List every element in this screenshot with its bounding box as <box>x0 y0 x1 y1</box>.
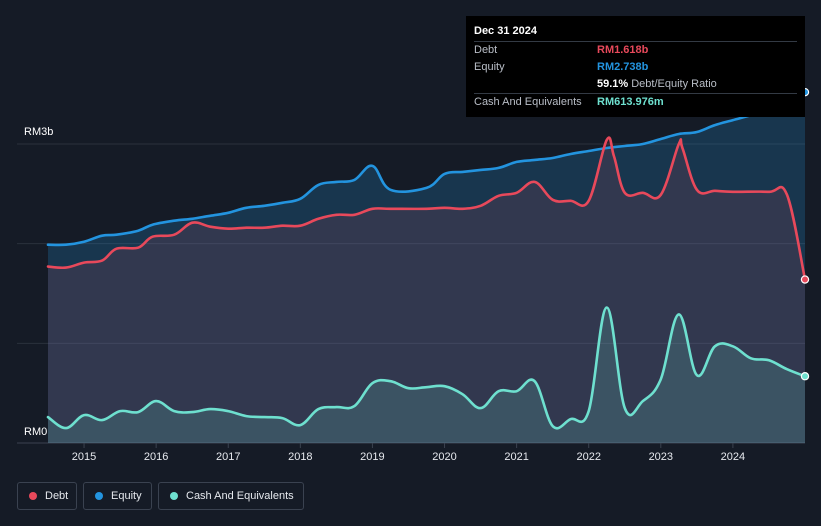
debt-area <box>48 137 805 443</box>
debt-endpoint-marker <box>800 275 810 284</box>
legend-equity-label: Equity <box>111 490 142 502</box>
tooltip-row-debt: Debt RM1.618b <box>474 41 797 59</box>
y-axis-min-label: RM0 <box>24 426 47 438</box>
cash-endpoint-marker <box>800 372 810 381</box>
legend-item-debt[interactable]: Debt <box>17 482 77 510</box>
x-tick-label: 2015 <box>72 451 96 463</box>
x-tick-label: 2023 <box>649 451 673 463</box>
equity-legend-dot-icon <box>95 492 103 500</box>
equity-line <box>46 90 807 247</box>
tooltip-equity-value: RM2.738b <box>597 61 649 73</box>
series-lines <box>46 90 807 430</box>
tooltip-ratio-value: 59.1% <box>597 78 629 90</box>
tooltip-row-cash: Cash And Equivalents RM613.976m <box>474 93 797 111</box>
legend-item-cash[interactable]: Cash And Equivalents <box>158 482 304 510</box>
x-tick-label: 2016 <box>144 451 168 463</box>
x-tick-label: 2021 <box>504 451 528 463</box>
x-tick-label: 2020 <box>432 451 456 463</box>
debt-legend-dot-icon <box>29 492 37 500</box>
tooltip-ratio-label <box>474 76 597 93</box>
cash-legend-dot-icon <box>170 492 178 500</box>
gridlines <box>17 143 805 444</box>
tooltip-cash-value: RM613.976m <box>597 96 664 108</box>
debt-line <box>46 136 807 281</box>
tooltip-debt-label: Debt <box>474 44 498 56</box>
x-tick-label: 2024 <box>721 451 745 463</box>
legend-item-equity[interactable]: Equity <box>83 482 152 510</box>
tooltip-equity-label: Equity <box>474 61 505 73</box>
x-tick-label: 2018 <box>288 451 312 463</box>
tooltip-cash-label: Cash And Equivalents <box>474 96 582 108</box>
tooltip-date: Dec 31 2024 <box>474 25 537 37</box>
tooltip-row-ratio: 59.1% Debt/Equity Ratio <box>474 76 797 93</box>
x-axis: 2015 2016 2017 2018 2019 2020 2021 2022 2023 2024 <box>72 443 745 463</box>
tooltip-ratio-caption: Debt/Equity Ratio <box>631 78 717 90</box>
legend-debt-label: Debt <box>45 490 69 502</box>
y-axis-max-label: RM3b <box>24 126 53 138</box>
tooltip-row-equity: Equity RM2.738b <box>474 59 797 76</box>
x-tick-label: 2019 <box>360 451 384 463</box>
x-tick-label: 2017 <box>216 451 240 463</box>
legend-cash-label: Cash And Equivalents <box>186 490 294 502</box>
data-tooltip: Dec 31 2024 Debt RM1.618b Equity RM2.738… <box>466 16 805 117</box>
tooltip-debt-value: RM1.618b <box>597 44 649 56</box>
cash-line <box>46 306 807 430</box>
x-tick-label: 2022 <box>576 451 600 463</box>
cash-area <box>48 307 805 443</box>
